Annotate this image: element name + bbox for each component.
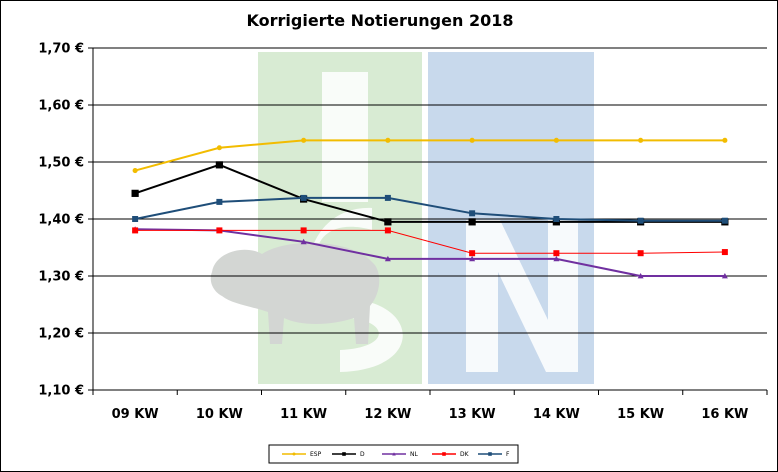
watermark-letter-s xyxy=(309,207,403,372)
legend-label-dk: DK xyxy=(460,451,470,458)
data-point-nl xyxy=(637,273,644,279)
data-point-d xyxy=(131,189,139,197)
series-line-f xyxy=(134,196,725,222)
data-point-esp xyxy=(638,137,644,143)
data-point-esp xyxy=(553,137,559,143)
data-point-d xyxy=(384,218,392,226)
data-point-nl xyxy=(300,238,307,245)
data-point-esp xyxy=(301,137,307,143)
data-point-nl xyxy=(721,273,728,279)
data-point-nl xyxy=(384,255,391,262)
data-point-esp xyxy=(132,168,138,174)
legend-marker-esp xyxy=(292,452,296,456)
data-point-f xyxy=(553,216,560,222)
y-tick-label: 1,10 € xyxy=(38,384,84,399)
y-tick-label: 1,40 € xyxy=(38,213,84,228)
data-point-dk xyxy=(469,250,476,257)
legend-marker-f xyxy=(488,452,492,456)
chart-title: Korrigierte Notierungen 2018 xyxy=(247,11,514,30)
x-tick-label: 12 KW xyxy=(364,407,411,422)
legend-label-nl: NL xyxy=(410,451,418,458)
legend-marker-dk xyxy=(442,452,446,456)
data-point-f xyxy=(469,210,476,217)
data-point-f xyxy=(216,198,223,205)
data-point-d xyxy=(468,218,476,226)
data-point-nl xyxy=(469,255,476,262)
watermark-letter-i xyxy=(322,72,368,202)
data-point-dk xyxy=(216,227,223,234)
y-tick-label: 1,50 € xyxy=(38,156,84,171)
y-tick-label: 1,60 € xyxy=(38,99,84,114)
data-point-f xyxy=(384,194,391,201)
x-tick-label: 15 KW xyxy=(617,407,664,422)
y-tick-label: 1,20 € xyxy=(38,327,84,342)
y-tick-label: 1,70 € xyxy=(38,42,84,57)
axes xyxy=(92,48,768,395)
data-point-d xyxy=(215,161,223,169)
series-group xyxy=(131,137,729,279)
data-point-esp xyxy=(216,145,222,151)
x-tick-label: 11 KW xyxy=(280,407,327,422)
series-line-d xyxy=(134,163,725,223)
legend-label-esp: ESP xyxy=(310,451,322,458)
data-point-nl xyxy=(553,255,560,262)
data-point-dk xyxy=(384,227,391,234)
series-line-nl xyxy=(135,228,725,277)
data-point-dk xyxy=(300,227,307,234)
legend-label-d: D xyxy=(360,451,365,458)
legend-marker-d xyxy=(342,452,346,456)
watermark-logo xyxy=(210,52,594,384)
data-point-esp xyxy=(722,137,728,143)
tick-labels: 1,10 € 1,20 € 1,30 € 1,40 € 1,50 € 1,60 € 1,70… xyxy=(38,42,748,423)
x-tick-label: 13 KW xyxy=(449,407,496,422)
data-point-dk xyxy=(721,249,728,256)
watermark-pig-icon xyxy=(210,242,380,344)
legend: ESP D NL DK F xyxy=(268,444,519,464)
data-point-f xyxy=(132,216,139,222)
legend-label-f: F xyxy=(506,451,510,458)
data-point-dk xyxy=(637,250,644,257)
data-point-esp xyxy=(385,137,391,143)
x-tick-label: 09 KW xyxy=(112,407,159,422)
series-line-dk xyxy=(135,229,725,254)
legend-marker-nl xyxy=(392,452,396,456)
x-tick-label: 14 KW xyxy=(533,407,580,422)
data-point-dk xyxy=(553,250,560,257)
y-tick-label: 1,30 € xyxy=(38,270,84,285)
data-point-f xyxy=(721,217,728,224)
data-point-f xyxy=(300,194,307,201)
data-point-esp xyxy=(469,137,475,143)
data-point-f xyxy=(637,217,644,224)
data-point-dk xyxy=(132,227,139,234)
series-line-esp xyxy=(134,139,725,172)
x-tick-label: 16 KW xyxy=(701,407,748,422)
x-tick-label: 10 KW xyxy=(196,407,243,422)
